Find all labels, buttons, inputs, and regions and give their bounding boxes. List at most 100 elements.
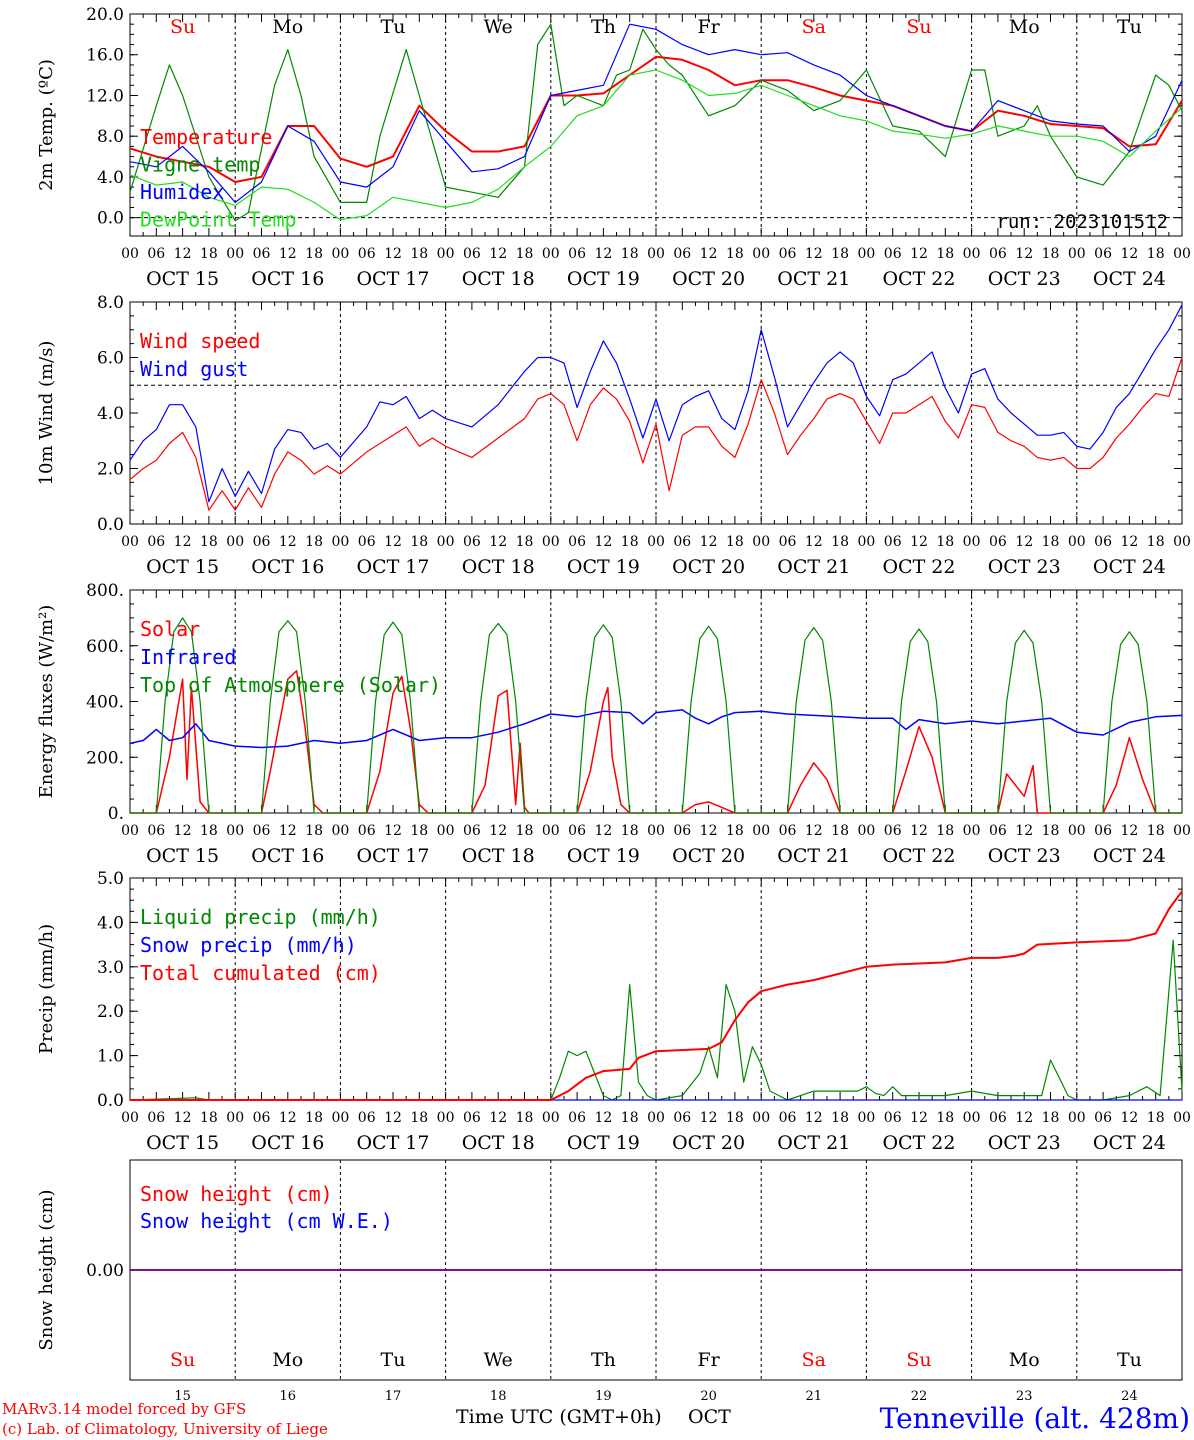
date-label: OCT 22 [882,556,955,578]
legend-entry: Snow height (cm W.E.) [140,1209,393,1233]
date-label: OCT 24 [1093,556,1166,578]
hour-tick-label: 06 [463,534,481,550]
panel-1: 0.0 4.0 8.0 12.0 16.0 20.0 2m Temp. (ºC) Temper… [36,5,1191,290]
hour-tick-label: 18 [516,823,534,839]
weekday-label: Su [906,1349,931,1371]
day-number-label: 23 [1016,1389,1033,1404]
hour-tick-label: 18 [1042,1110,1060,1126]
date-label: OCT 17 [356,845,429,867]
hour-tick-label: 06 [147,1110,165,1126]
legend-entry: Humidex [140,180,224,204]
weekday-label: Fr [697,1349,720,1371]
hour-tick-label: 18 [1147,823,1165,839]
hour-tick-label: 18 [200,823,218,839]
hour-tick-label: 00 [857,246,875,262]
hour-tick-label: 18 [200,534,218,550]
date-label: OCT 16 [251,556,324,578]
hour-tick-label: 18 [516,246,534,262]
legend-entry: Snow height (cm) [140,1182,333,1206]
hour-tick-label: 00 [1068,246,1086,262]
hour-tick-label: 12 [174,246,192,262]
hour-tick-label: 06 [779,534,797,550]
hour-tick-label: 18 [831,534,849,550]
hour-tick-label: 12 [174,823,192,839]
hour-tick-label: 18 [831,1110,849,1126]
hour-tick-label: 18 [936,823,954,839]
date-label: OCT 24 [1093,268,1166,290]
y-tick-label: 0.0 [97,515,124,535]
weekday-label: Tu [381,16,406,38]
legend-entry: Infrared [140,645,236,669]
legend-entry: Total cumulated (cm) [140,961,381,985]
hour-tick-label: 18 [516,534,534,550]
hour-tick-label: 12 [700,534,718,550]
day-number-label: 19 [595,1389,612,1404]
hour-tick-label: 18 [200,1110,218,1126]
hour-tick-label: 06 [673,1110,691,1126]
hour-tick-label: 00 [963,534,981,550]
hour-tick-label: 06 [568,534,586,550]
hour-tick-label: 00 [647,1110,665,1126]
date-label: OCT 18 [462,556,535,578]
weekday-label: We [484,16,513,38]
date-label: OCT 18 [462,845,535,867]
hour-tick-label: 00 [331,534,349,550]
hour-tick-label: 06 [673,246,691,262]
legend-entry: Solar [140,617,200,641]
y-tick-label: 16.0 [86,46,124,66]
legend-entry: Top of Atmosphere (Solar) [140,673,441,697]
hour-tick-label: 06 [463,1110,481,1126]
hour-tick-label: 00 [1173,534,1191,550]
hour-tick-label: 18 [1147,246,1165,262]
panel-3: 0. 200. 400. 600. 800. Energy fluxes (W/m²) So… [36,581,1191,867]
hour-tick-label: 00 [331,823,349,839]
hour-tick-label: 12 [279,246,297,262]
hour-tick-label: 00 [647,246,665,262]
hour-tick-label: 06 [989,823,1007,839]
series-line [129,709,1183,749]
hour-tick-label: 12 [279,534,297,550]
hour-tick-label: 12 [700,1110,718,1126]
hour-tick-label: 12 [1015,534,1033,550]
hour-tick-label: 00 [1173,246,1191,262]
hour-tick-label: 00 [121,1110,139,1126]
hour-tick-label: 18 [305,1110,323,1126]
hour-tick-label: 06 [989,534,1007,550]
hour-tick-label: 18 [726,1110,744,1126]
y-tick-label: 4.0 [97,404,124,424]
hour-tick-label: 12 [910,1110,928,1126]
date-label: OCT 23 [988,845,1061,867]
hour-tick-label: 00 [542,534,560,550]
hour-tick-label: 00 [1068,823,1086,839]
date-label: OCT 22 [882,1132,955,1154]
hour-tick-label: 18 [410,823,428,839]
hour-tick-label: 06 [779,823,797,839]
date-label: OCT 20 [672,556,745,578]
hour-tick-label: 06 [568,246,586,262]
hour-tick-label: 18 [936,1110,954,1126]
hour-tick-label: 12 [489,246,507,262]
weekday-label: Fr [697,16,720,38]
legend-entry: Snow precip (mm/h) [140,933,357,957]
y-tick-label: 4.0 [97,913,124,933]
hour-tick-label: 06 [989,246,1007,262]
hour-tick-label: 06 [463,246,481,262]
y-tick-label: 4.0 [97,168,124,188]
date-label: OCT 15 [146,268,219,290]
legend-entry: Vigne temp [140,153,260,177]
hour-tick-label: 12 [805,1110,823,1126]
hour-tick-label: 12 [1120,246,1138,262]
y-tick-label: 200. [86,748,124,768]
date-label: OCT 18 [462,1132,535,1154]
hour-tick-label: 18 [831,246,849,262]
hour-tick-label: 18 [1042,246,1060,262]
y-tick-label: 600. [86,637,124,657]
hour-tick-label: 06 [358,1110,376,1126]
hour-tick-label: 00 [226,534,244,550]
hour-tick-label: 06 [1094,534,1112,550]
hour-tick-label: 00 [437,246,455,262]
series-line [130,617,1182,814]
hour-tick-label: 06 [253,823,271,839]
legend-entry: Wind gust [140,357,248,381]
